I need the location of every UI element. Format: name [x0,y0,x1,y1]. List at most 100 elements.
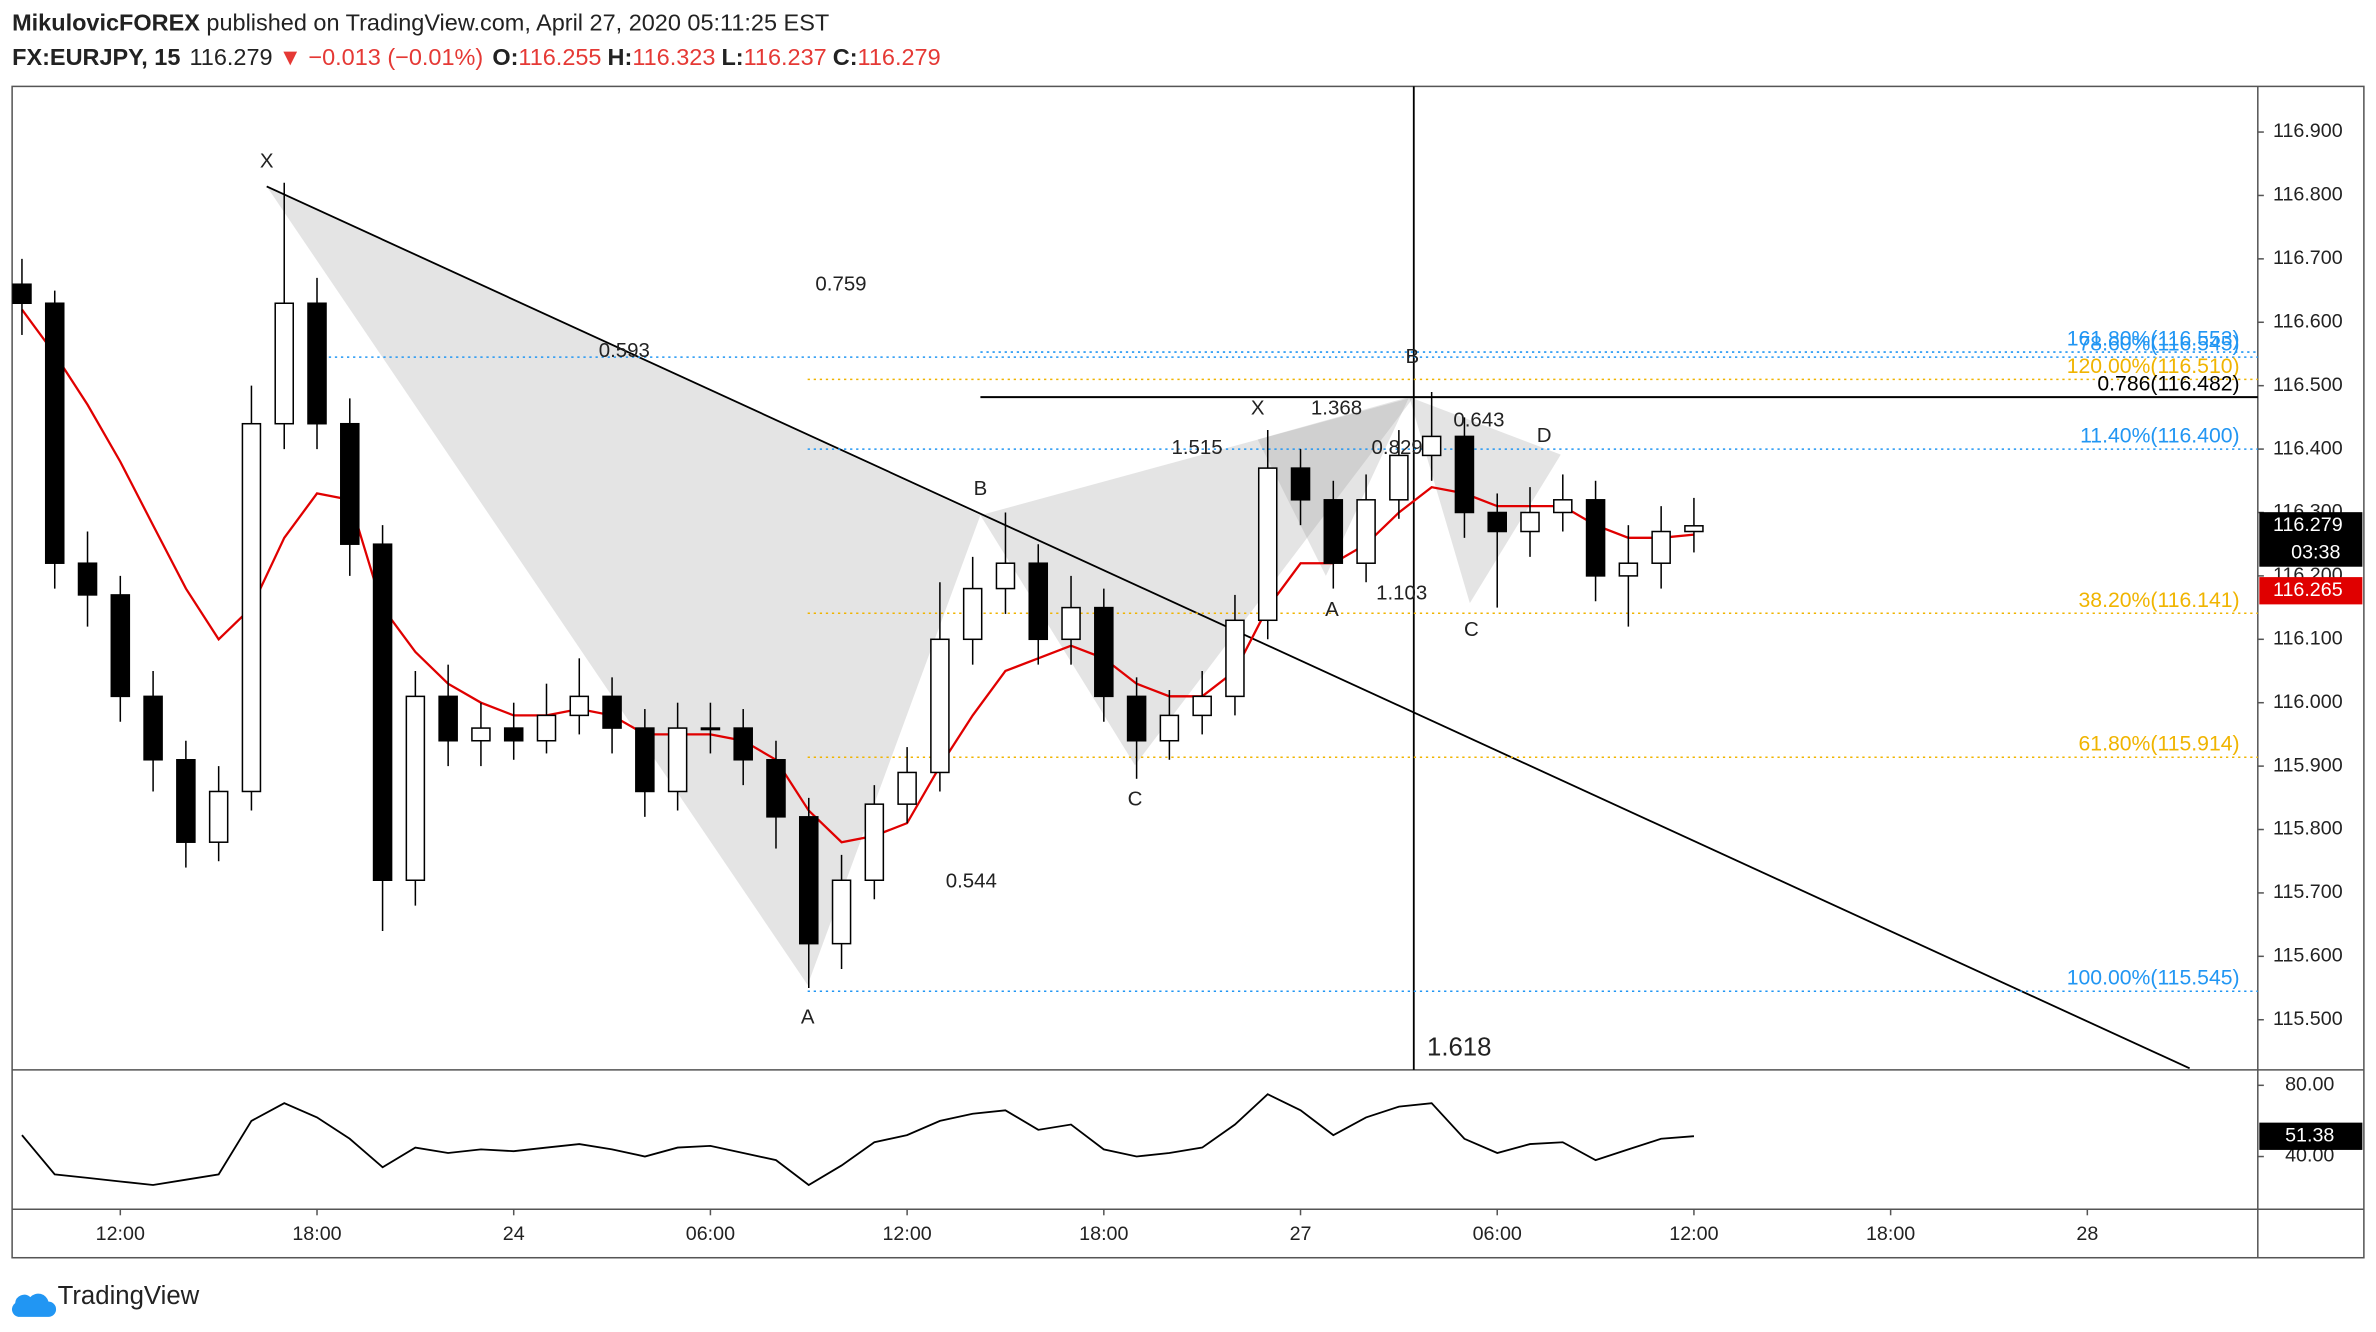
annotation: 1.618 [1427,1033,1491,1061]
rsi-line [21,1093,1695,1187]
annotation: 0.829 [1372,436,1423,459]
candle-body [471,727,491,742]
x-tick-label: 12:00 [882,1223,931,1245]
annotation: D [1537,424,1552,447]
header-line-2: FX:EURJPY, 15 116.279 ▼ −0.013 (−0.01%) O:1… [12,44,941,70]
c-label: C: [833,44,858,70]
candle-body [864,803,885,882]
annotation: A [1325,598,1339,621]
candle-body [1487,511,1507,533]
author: MikulovicFOREX [12,9,200,35]
candle-body [1225,619,1245,698]
candle-body [897,771,917,805]
x-tick-label: 24 [503,1223,525,1245]
candle-body [274,302,295,425]
candle-body [1257,467,1278,622]
annotation: 0.759 [815,272,866,295]
candle-body [12,283,32,305]
candle-body [635,727,655,793]
plot: 115.500 115.600 115.700 115.800 115.900 116.0… [12,120,2363,1245]
candle-body [1290,467,1311,501]
logo-icon [11,1293,57,1317]
annotation: 0.643 [1453,409,1504,432]
h-label: H: [608,44,633,70]
x-tick-label: 27 [1290,1223,1312,1245]
candle-body [77,562,98,596]
annotation: C [1464,618,1479,641]
y-tick-label: 116.400 [2273,437,2343,459]
candle-body [667,727,688,793]
y-tick-label: 116.700 [2273,247,2343,269]
x-tick-label: 18:00 [1079,1223,1128,1245]
candle-body [1159,714,1180,742]
ma-price-box [2259,577,2363,605]
fib-label: 161.80%(116.553) [2067,328,2240,351]
candle-body [44,302,65,564]
rsi-tick-label: 80.00 [2285,1074,2334,1096]
candle-body [1684,525,1704,533]
last: 116.279 [189,44,272,70]
y-tick-label: 116.500 [2273,374,2343,396]
candle-body [1421,435,1442,457]
published: published on TradingView.com, April 27, … [200,9,829,35]
x-tick-label: 12:00 [1669,1223,1718,1245]
fib-label: 100.00%(115.545) [2067,967,2240,990]
rsi-value: 51.38 [2285,1124,2334,1146]
candle-body [176,759,196,843]
candle-body [733,727,753,761]
ma-price: 116.265 [2273,579,2343,601]
candle-body [1553,499,1573,514]
last-price-box [2259,512,2363,567]
y-tick-label: 116.000 [2273,691,2343,713]
frame [11,85,2365,1259]
candle-body [1126,695,1147,742]
annotation: 0.593 [599,339,650,362]
candle-body [1454,435,1475,514]
o-label: O: [492,44,518,70]
fib-label: 120.00%(116.510) [2067,355,2240,378]
candle-body [503,727,524,742]
fib-label: 0.786(116.482) [2097,373,2239,396]
annotation: 1.103 [1376,581,1427,604]
candle-body [1028,562,1049,641]
change: ▼ −0.013 (−0.01%) [279,44,484,70]
h-value: 116.323 [632,44,715,70]
y-tick-label: 116.100 [2273,628,2343,650]
candle-body [1356,499,1376,564]
y-tick-label: 115.800 [2273,818,2343,840]
candle-body [110,594,131,698]
candle-body [536,714,557,742]
candle-body [241,422,262,793]
harmonic-patterns [266,186,1561,985]
y-tick-label: 116.600 [2273,310,2343,332]
annotation: B [974,477,988,500]
x-tick-label: 06:00 [1473,1223,1522,1245]
x-tick-label: 18:00 [1866,1223,1915,1245]
fib-label: 78.60%(116.545) [2079,333,2240,356]
last-price: 116.279 [2273,514,2343,536]
c-value: 116.279 [858,44,941,70]
candle-body [766,759,786,818]
y-tick-label: 115.600 [2273,945,2343,967]
y-tick-label: 116.900 [2273,120,2343,142]
candle-body [700,727,721,731]
x-tick-label: 06:00 [686,1223,735,1245]
candle-body [1094,606,1114,698]
candle-body [1389,454,1409,501]
candle-body [798,816,819,945]
footer-logo: TradingView [11,1282,200,1317]
symbol: FX:EURJPY, 15 [12,44,180,70]
y-tick-label: 115.500 [2273,1008,2343,1030]
candle-body [602,695,622,729]
candle-body [1520,511,1540,533]
candle-body [208,790,229,843]
candle-body [1323,499,1344,564]
candle-body [405,695,426,882]
annotation: X [1251,397,1265,420]
candle-body [438,695,458,742]
y-tick-label: 116.800 [2273,184,2343,206]
annotation: X [260,150,274,173]
o-value: 116.255 [518,44,601,70]
